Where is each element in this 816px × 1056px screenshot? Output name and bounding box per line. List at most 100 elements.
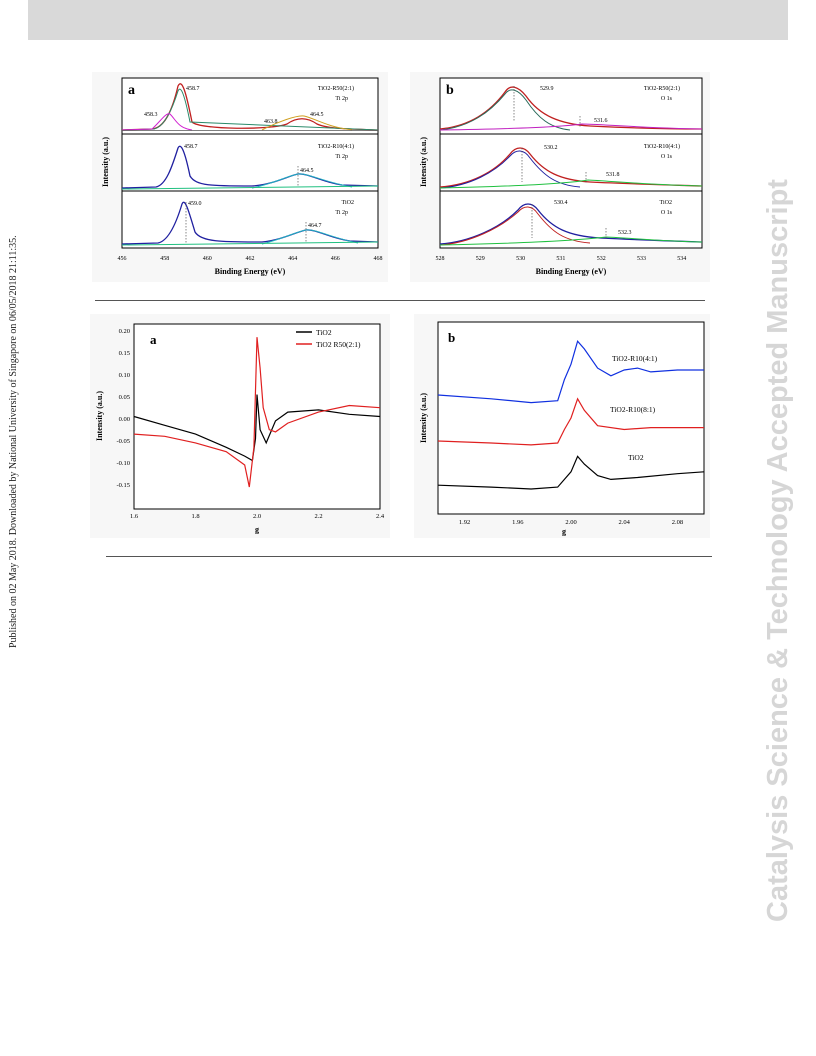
core-level-label: O 1s [661,154,673,160]
core-level-label: Ti 2p [335,210,348,216]
spectrum-fit-curve [439,86,703,130]
x-tick-label: 2.00 [565,519,576,526]
x-ticks: 528 529 530 531 532 533 534 [436,256,687,262]
peak-label: 531.8 [606,172,620,178]
x-tick-label: 534 [677,256,686,262]
legend-label: TiO2 R50(2:1) [316,340,361,349]
y-tick-label: 0.15 [119,350,130,357]
series-line-0 [133,394,381,462]
peak-label: 531.6 [594,118,608,124]
sample-label: TiO2 [660,200,672,206]
y-tick-label: 0.00 [119,416,130,423]
peak-label: 530.4 [554,200,568,206]
peak-label: 532.3 [618,230,632,236]
x-tick-label: 2.08 [672,519,683,526]
x-axis-label: Binding Energy (eV) [215,267,286,276]
figure-bottom-rule [106,556,712,557]
x-ticks: 1.6 1.8 2.0 2.2 2.4 [130,513,385,520]
y-tick-label: 0.20 [119,328,130,335]
y-tick-label: 0.10 [119,372,130,379]
y-ticks: 0.20 0.15 0.10 0.05 0.00 -0.05 -0.10 -0.… [116,328,130,489]
journal-sidebar-text: Catalysis Science & Technology Accepted … [762,179,794,922]
peak-label: 530.2 [544,145,558,151]
peak-label: 463.8 [264,119,278,125]
series-line-2 [437,455,705,490]
chart-xps-o1s: b Intensity (a.u.) Binding Energy (eV) 5… [410,72,710,282]
x-tick-label: 462 [246,256,255,262]
sample-label: TiO2 [342,200,354,206]
core-level-label: O 1s [661,210,673,216]
x-tick-label: 533 [637,256,646,262]
x-tick-label: 2.4 [376,513,385,520]
x-tick-label: 2.04 [619,519,631,526]
x-tick-label: 530 [516,256,525,262]
component-curve [439,123,703,131]
core-level-label: Ti 2p [335,154,348,160]
sample-label: TiO2-R50(2:1) [644,85,680,92]
x-ticks: 1.92 1.96 2.00 2.04 2.08 [459,519,683,526]
x-axis-label: g [562,527,566,536]
sample-label: TiO2-R50(2:1) [318,85,354,92]
legend-label: TiO2 [316,328,332,337]
peak-label: 464.7 [308,223,322,229]
x-tick-label: 466 [331,256,340,262]
peak-label: 458.3 [144,112,158,118]
component-curve [251,173,353,189]
x-tick-label: 531 [556,256,565,262]
peak-label: 464.5 [310,112,324,118]
x-tick-label: 468 [374,256,383,262]
sample-label: TiO2-R10(4:1) [318,143,354,150]
y-axis-label: Intensity (a.u.) [419,393,428,443]
component-curve [439,150,581,189]
x-tick-label: 1.6 [130,513,139,520]
y-tick-label: 0.05 [119,394,130,401]
series-line-0 [437,339,704,404]
chart-epr-a: a Intensity (a.u.) g TiO2 TiO2 R50(2:1) … [90,314,390,538]
peak-label: 464.5 [300,168,314,174]
component-curve [261,115,353,131]
component-curve [261,229,359,245]
spectrum-fit-curve [121,83,379,131]
sample-label: TiO2-R10(4:1) [644,143,680,150]
x-tick-label: 2.0 [253,513,261,520]
panel-label: a [150,332,157,347]
x-axis-label: g [255,525,259,534]
legend: TiO2 TiO2 R50(2:1) [296,328,361,349]
panel-label: a [128,83,135,98]
published-note: Published on 02 May 2018. Downloaded by … [8,235,19,648]
component-curve [439,236,703,246]
y-axis-label: Intensity (a.u.) [95,391,104,441]
series-line-1 [133,337,381,488]
core-level-label: Ti 2p [335,96,348,102]
series-label: TiO2-R10(4:1) [612,354,658,363]
peak-label: 458.7 [184,144,198,150]
x-tick-label: 532 [597,256,606,262]
x-axis-label: Binding Energy (eV) [536,267,607,276]
x-tick-label: 1.8 [191,513,199,520]
chart-epr-b: b Intensity (a.u.) g 1.92 1.96 2.00 2.04… [414,314,710,538]
core-level-label: O 1s [661,96,673,102]
peak-label: 529.9 [540,86,554,92]
component-curve [121,88,379,131]
chart-xps-ti2p: a Intensity (a.u.) Binding Energy (eV) 4… [92,72,388,282]
component-curve [439,89,571,131]
y-axis-label: Intensity (a.u.) [101,137,110,187]
y-tick-label: -0.05 [116,438,130,445]
x-tick-label: 460 [203,256,212,262]
series-line-1 [437,397,704,446]
x-tick-label: 2.2 [314,513,322,520]
x-tick-label: 1.96 [512,519,524,526]
peak-label: 459.0 [188,201,202,207]
x-tick-label: 464 [288,256,297,262]
figure-divider [95,300,705,301]
panel-label: b [446,83,454,98]
component-curve [439,206,591,246]
spectrum-fit-curve [439,203,703,245]
component-curve [439,179,703,189]
y-tick-label: -0.10 [116,460,130,467]
x-tick-label: 529 [476,256,485,262]
series-label: TiO2 [628,453,644,462]
header-bar [28,0,788,40]
y-axis-label: Intensity (a.u.) [419,137,428,187]
component-curve [121,113,193,131]
